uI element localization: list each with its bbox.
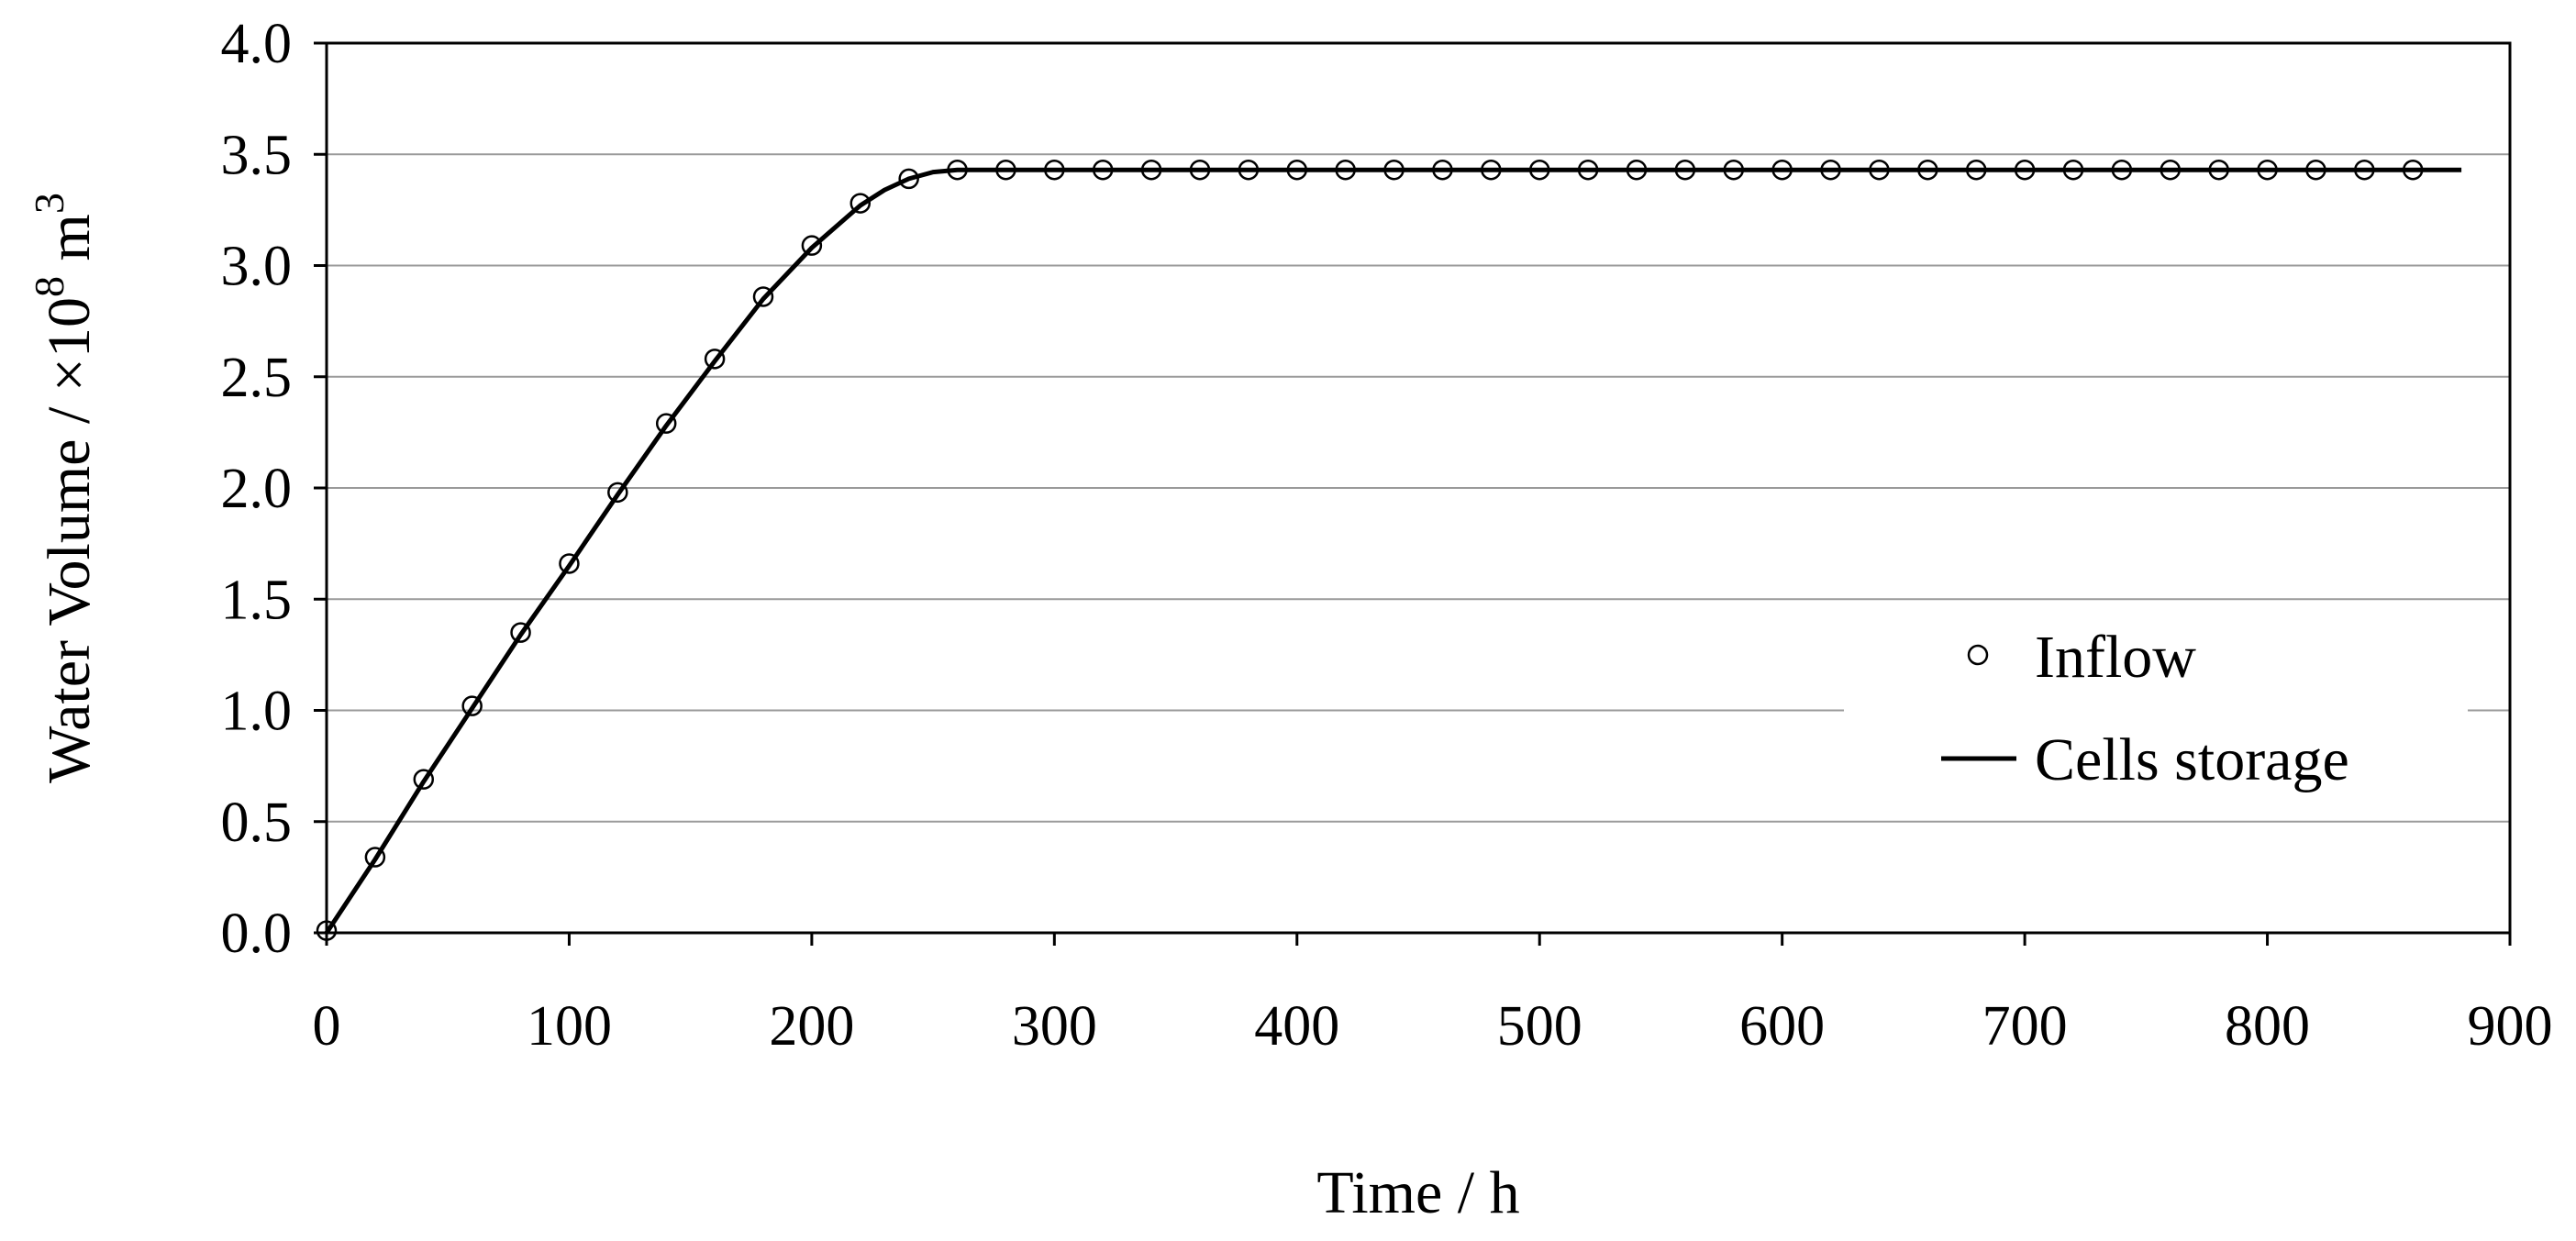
data-point-inflow [1771,159,1793,181]
data-point-inflow [2402,159,2424,181]
data-point-inflow [1092,159,1114,181]
y-tick-label: 2.0 [221,458,293,520]
data-point-inflow [947,159,968,181]
data-point-inflow [510,622,531,643]
series-line-cells-storage [324,167,2462,935]
x-tick-label: 100 [527,995,612,1058]
x-tick-label: 700 [1982,995,2068,1058]
data-point-inflow [559,553,580,574]
grid-lines [327,153,2510,823]
data-point-inflow [1383,159,1405,181]
data-point-inflow [316,920,338,941]
data-point-inflow [1238,159,1260,181]
data-point-inflow [1869,159,1890,181]
data-point-inflow [898,168,919,190]
axis-ticks [314,41,2512,946]
tick-labels: 0.0 0.5 1.0 1.5 2.0 2.5 3.0 3.5 4.0 0 100 200 300 400… [221,13,2553,1058]
series-layer [316,159,2462,941]
data-point-inflow [1965,159,1987,181]
legend-label-inflow: Inflow [2035,624,2196,691]
data-point-inflow [413,769,435,790]
legend-label-cells-storage: Cells storage [2035,726,2349,793]
data-point-inflow [2160,159,2182,181]
y-tick-label: 2.5 [221,347,293,409]
data-point-inflow [1335,159,1356,181]
y-tick-label: 1.0 [221,681,293,743]
data-point-inflow [1723,159,1745,181]
data-point-inflow [2354,159,2375,181]
data-point-inflow [1820,159,1841,181]
legend-marker-inflow [1967,644,1989,666]
x-tick-label: 0 [313,995,341,1058]
data-point-inflow [995,159,1016,181]
data-point-inflow [2208,159,2229,181]
data-point-inflow [2111,159,2133,181]
y-axis-label-exponent: 8 [26,276,72,297]
data-point-inflow [1528,159,1550,181]
x-tick-label: 900 [2468,995,2553,1058]
data-point-inflow [1140,159,1162,181]
data-point-inflow [849,193,872,214]
data-point-inflow [704,349,726,370]
y-tick-label: 1.5 [221,569,293,631]
y-axis-label-unit-exponent: 3 [26,193,72,214]
data-point-inflow [2305,159,2326,181]
data-point-inflow [801,235,823,256]
x-tick-label: 800 [2225,995,2310,1058]
x-tick-label: 200 [769,995,854,1058]
legend: Inflow Cells storage [1844,605,2468,816]
data-point-inflow [2014,159,2036,181]
data-point-inflow [655,413,677,434]
data-point-inflow [1044,159,1065,181]
y-tick-label: 3.0 [221,236,293,298]
x-tick-label: 600 [1739,995,1825,1058]
data-point-inflow [461,695,483,716]
data-point-inflow [2257,159,2278,181]
y-tick-label: 3.5 [221,124,293,186]
data-point-inflow [2062,159,2084,181]
y-axis-label-unit: m [36,214,103,276]
data-point-inflow [1917,159,1938,181]
y-axis-label: Water Volume / ×108 m3 [26,193,103,783]
data-point-inflow [1577,159,1599,181]
y-tick-label: 0.5 [221,792,293,854]
data-point-inflow [1674,159,1696,181]
data-point-inflow [1481,159,1502,181]
y-tick-label: 4.0 [221,13,293,75]
data-point-inflow [752,286,774,307]
data-point-inflow [1189,159,1211,181]
x-tick-label: 500 [1497,995,1582,1058]
y-axis-label-main: Water Volume / ×10 [36,297,103,783]
x-axis-label: Time / h [1316,1159,1519,1226]
data-point-inflow [1286,159,1308,181]
legend-background [1844,605,2468,816]
y-tick-label: 0.0 [221,903,293,965]
data-point-inflow [607,482,628,504]
data-point-inflow [364,847,386,868]
x-tick-label: 400 [1254,995,1339,1058]
data-point-inflow [1626,159,1648,181]
data-point-inflow [1432,159,1453,181]
x-tick-label: 300 [1012,995,1097,1058]
